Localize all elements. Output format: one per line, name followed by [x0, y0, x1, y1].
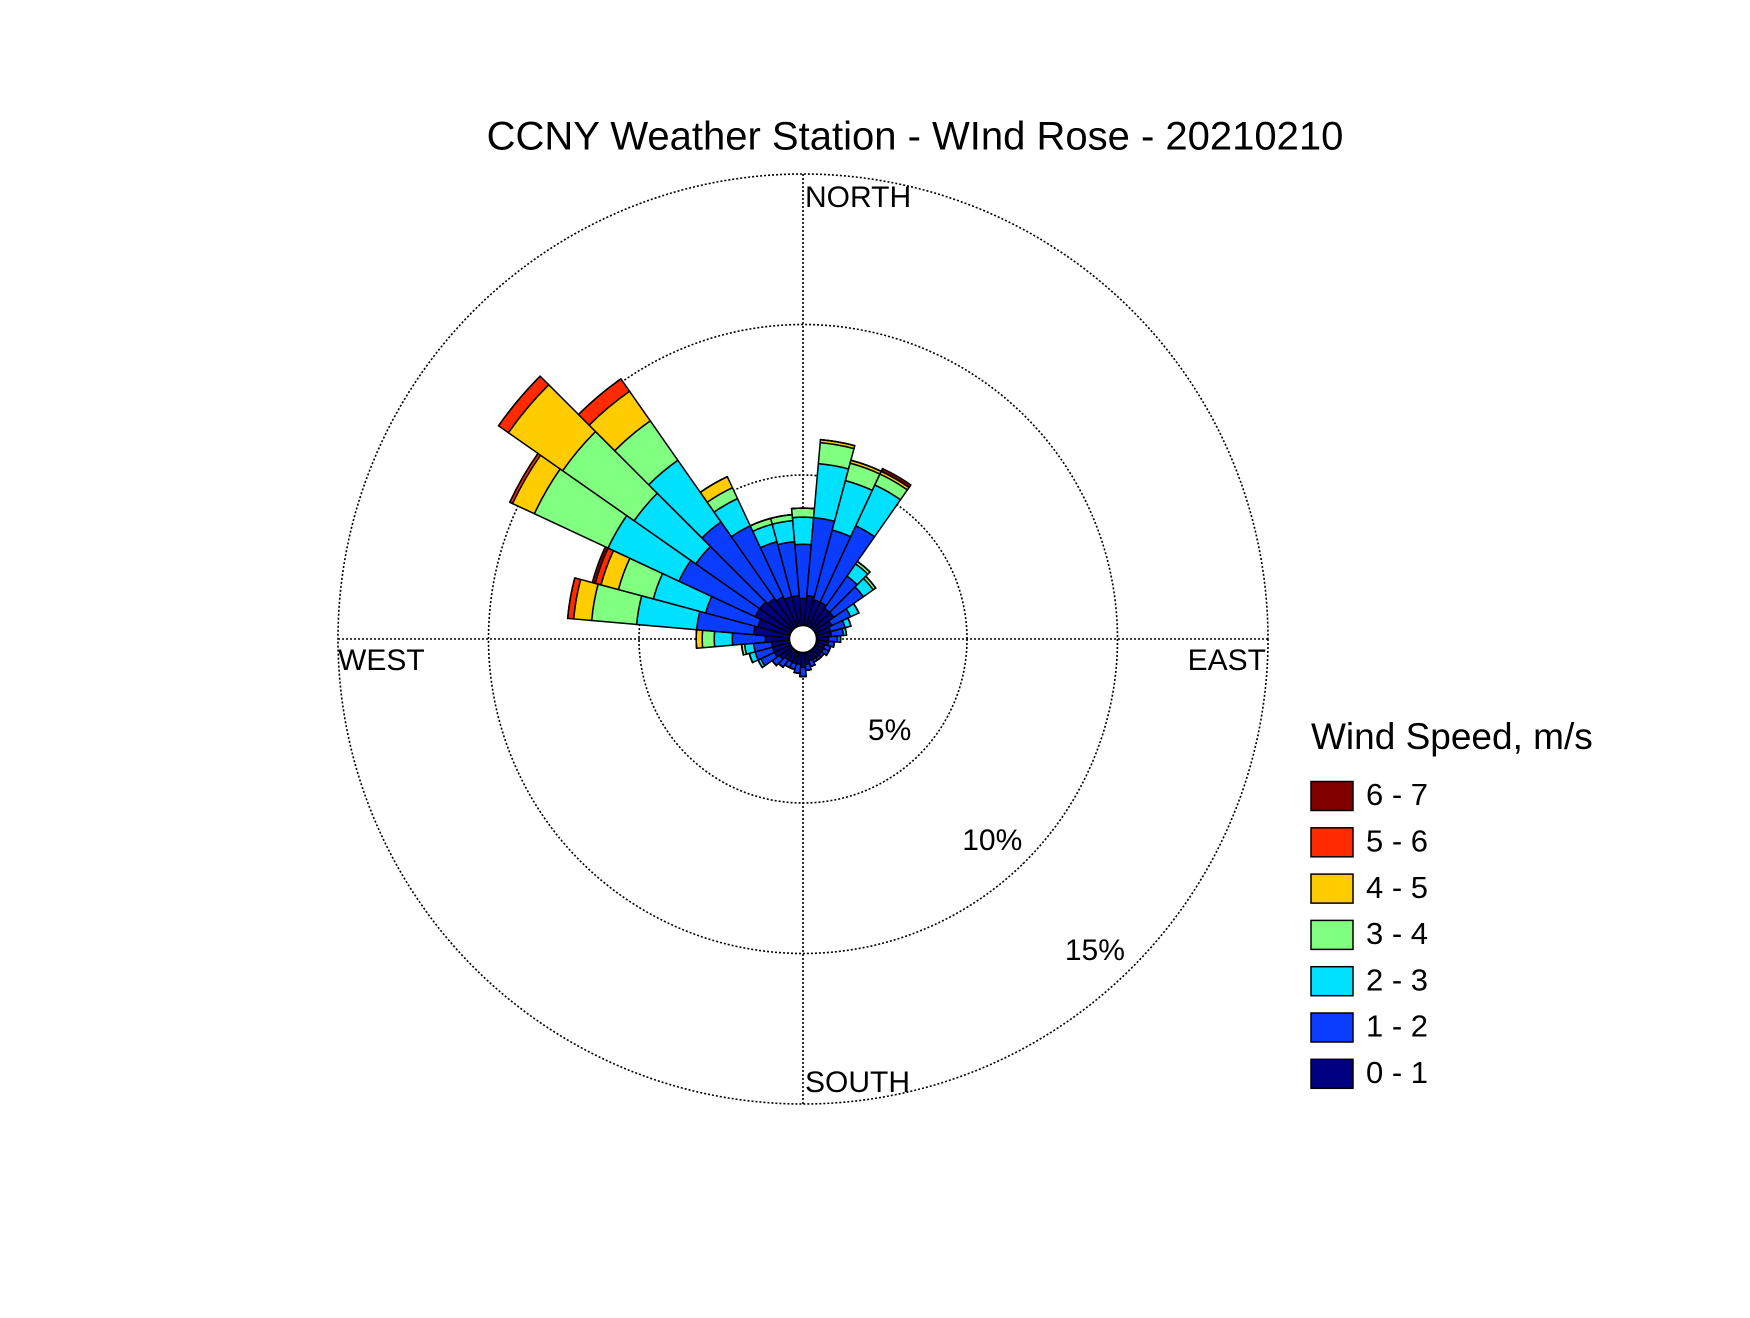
legend-swatch — [1311, 828, 1353, 857]
wedge — [702, 630, 714, 648]
wedge — [696, 630, 702, 649]
wedge — [792, 517, 813, 544]
center-hole — [790, 626, 817, 653]
legend-label: 4 - 5 — [1366, 870, 1428, 905]
legend-swatch — [1311, 1013, 1353, 1042]
legend-swatch — [1311, 874, 1353, 903]
compass-label: NORTH — [805, 181, 911, 214]
legend-swatch — [1311, 967, 1353, 996]
legend-label: 2 - 3 — [1366, 962, 1428, 997]
legend-label: 6 - 7 — [1366, 777, 1428, 812]
compass-label: WEST — [338, 644, 425, 677]
legend-label: 0 - 1 — [1366, 1055, 1428, 1090]
legend-title: Wind Speed, m/s — [1311, 716, 1593, 757]
compass-label: EAST — [1188, 644, 1266, 677]
wedge — [833, 642, 834, 647]
legend-label: 3 - 4 — [1366, 916, 1428, 951]
legend-swatch — [1311, 920, 1353, 949]
chart-title: CCNY Weather Station - WInd Rose - 20210… — [487, 115, 1344, 159]
wedge — [714, 631, 732, 646]
r-tick-label: 10% — [962, 824, 1022, 857]
r-tick-label: 15% — [1065, 934, 1125, 967]
legend-swatch — [1311, 782, 1353, 811]
legend-label: 1 - 2 — [1366, 1009, 1428, 1044]
legend-swatch — [1311, 1059, 1353, 1088]
wedge — [806, 669, 811, 670]
wedge — [792, 508, 815, 517]
r-tick-label: 5% — [868, 714, 911, 747]
compass-label: SOUTH — [805, 1066, 910, 1099]
legend-label: 5 - 6 — [1366, 823, 1428, 858]
